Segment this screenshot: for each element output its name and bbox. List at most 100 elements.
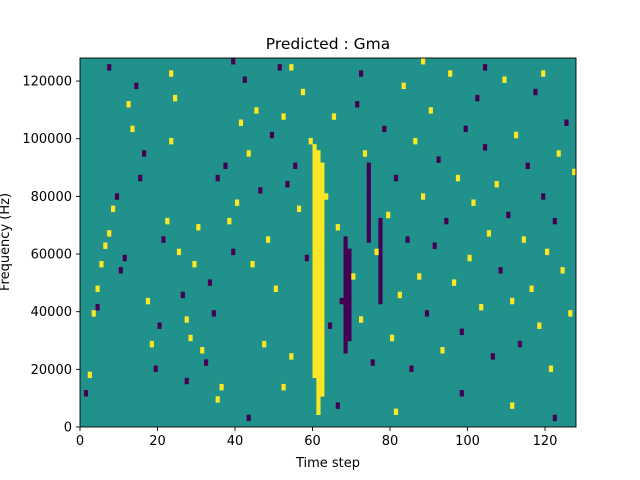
heatmap-cell-high bbox=[316, 322, 321, 329]
heatmap-cell-high bbox=[99, 260, 104, 268]
heatmap-cell-high bbox=[312, 236, 317, 243]
heatmap-cell-high bbox=[316, 396, 321, 403]
y-axis-label: Frequency (Hz) bbox=[0, 193, 13, 291]
heatmap-cell-high bbox=[316, 316, 321, 323]
heatmap-cell-low bbox=[459, 328, 464, 336]
heatmap-cell-high bbox=[521, 236, 526, 243]
heatmap-cell-low bbox=[359, 70, 364, 77]
heatmap-cell-high bbox=[312, 353, 317, 360]
heatmap-cell-low bbox=[347, 267, 352, 274]
heatmap-cell-high bbox=[320, 316, 325, 323]
heatmap-cell-high bbox=[467, 254, 472, 262]
heatmap-cell-low bbox=[366, 181, 371, 188]
heatmap-cell-low bbox=[122, 254, 127, 262]
heatmap-cell-high bbox=[316, 383, 321, 391]
heatmap-cell-high bbox=[320, 291, 325, 299]
heatmap-cell-low bbox=[378, 267, 383, 274]
heatmap-cell-high bbox=[312, 205, 317, 213]
heatmap-cell-high bbox=[320, 359, 325, 366]
heatmap-cell-low bbox=[161, 236, 166, 243]
heatmap-cell-high bbox=[215, 396, 220, 403]
heatmap-cell-high bbox=[537, 322, 542, 329]
heatmap-cell-high bbox=[316, 156, 321, 163]
heatmap-cell-high bbox=[312, 316, 317, 323]
heatmap-cell-high bbox=[320, 267, 325, 274]
heatmap-cell-low bbox=[378, 248, 383, 256]
heatmap-cell-high bbox=[486, 230, 492, 237]
heatmap-cell-high bbox=[316, 328, 321, 336]
heatmap-cell-high bbox=[316, 150, 321, 157]
heatmap-cell-high bbox=[165, 217, 170, 225]
heatmap-cell-high bbox=[95, 285, 100, 292]
heatmap-cell-low bbox=[378, 230, 383, 237]
heatmap-cell-low bbox=[347, 260, 352, 268]
heatmap-cell-low bbox=[343, 334, 348, 342]
heatmap-cell-low bbox=[347, 285, 352, 292]
heatmap-cell-high bbox=[145, 297, 151, 305]
heatmap-cell-low bbox=[107, 64, 112, 71]
heatmap-cell-low bbox=[366, 230, 371, 237]
heatmap-cell-low bbox=[242, 76, 247, 83]
heatmap-cell-high bbox=[320, 242, 325, 249]
heatmap-cell-high bbox=[316, 377, 321, 385]
heatmap-cell-high bbox=[312, 365, 317, 372]
heatmap-cell-low bbox=[246, 414, 251, 422]
y-tick-label: 20000 bbox=[31, 363, 72, 378]
heatmap-cell-low bbox=[339, 297, 344, 305]
heatmap-cell-high bbox=[316, 359, 321, 366]
heatmap-cell-low bbox=[347, 291, 352, 299]
heatmap-cell-low bbox=[343, 340, 348, 348]
heatmap-cell-low bbox=[347, 273, 352, 280]
heatmap-cell-low bbox=[378, 297, 383, 305]
heatmap-cell-high bbox=[320, 371, 325, 379]
heatmap-cell-high bbox=[316, 279, 321, 286]
heatmap-cell-high bbox=[320, 304, 325, 311]
heatmap-cell-high bbox=[91, 310, 96, 317]
x-tick-label: 100 bbox=[455, 434, 480, 449]
heatmap-cell-high bbox=[312, 304, 317, 311]
heatmap-cell-high bbox=[316, 211, 321, 219]
heatmap-cell-high bbox=[111, 205, 116, 213]
heatmap-cell-low bbox=[366, 168, 371, 176]
x-tick-label: 60 bbox=[304, 434, 321, 449]
heatmap-cell-low bbox=[378, 279, 383, 286]
heatmap-cell-high bbox=[312, 224, 317, 231]
heatmap-cell-high bbox=[316, 365, 321, 372]
heatmap-cell-high bbox=[421, 58, 426, 65]
heatmap-cell-high bbox=[126, 101, 131, 108]
chart-title: Predicted : Gma bbox=[266, 35, 390, 53]
x-axis-label: Time step bbox=[295, 456, 360, 471]
heatmap-cell-high bbox=[289, 64, 294, 71]
heatmap-cell-low bbox=[405, 236, 410, 243]
heatmap-cell-high bbox=[281, 383, 286, 391]
heatmap-cell-high bbox=[320, 340, 325, 348]
heatmap-cell-low bbox=[207, 279, 213, 286]
heatmap-cell-low bbox=[366, 205, 371, 213]
heatmap-cell-low bbox=[343, 297, 348, 305]
heatmap-cell-high bbox=[320, 279, 325, 286]
heatmap-cell-high bbox=[316, 174, 321, 182]
heatmap-cell-high bbox=[300, 88, 306, 96]
heatmap-cell-high bbox=[308, 137, 313, 145]
heatmap-cell-high bbox=[316, 193, 321, 200]
heatmap-cell-high bbox=[188, 334, 193, 342]
x-axis: 0 20 40 60 80 100 120 bbox=[76, 427, 557, 449]
heatmap-cell-high bbox=[312, 174, 317, 182]
heatmap-cell-high bbox=[169, 70, 174, 77]
heatmap-cell-high bbox=[246, 150, 251, 157]
heatmap-cell-low bbox=[293, 162, 298, 169]
heatmap-cell-low bbox=[533, 88, 538, 96]
heatmap-cells bbox=[83, 58, 577, 422]
heatmap-cell-high bbox=[320, 224, 325, 231]
heatmap-cell-low bbox=[475, 94, 480, 102]
heatmap-cell-high bbox=[254, 107, 259, 114]
heatmap-cell-low bbox=[184, 377, 189, 385]
heatmap-cell-low bbox=[355, 101, 360, 108]
heatmap-cell-high bbox=[176, 248, 182, 256]
heatmap-cell-high bbox=[320, 254, 325, 262]
heatmap-cell-high bbox=[316, 187, 321, 194]
heatmap-cell-high bbox=[316, 347, 321, 354]
heatmap-cell-high bbox=[316, 199, 321, 206]
heatmap-cell-high bbox=[320, 297, 325, 305]
heatmap-cell-high bbox=[320, 187, 325, 194]
